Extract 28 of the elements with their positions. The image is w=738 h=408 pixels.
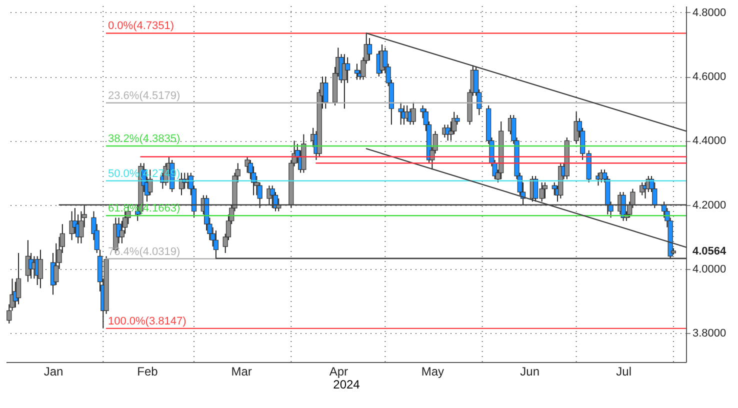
candlestick	[270, 185, 275, 209]
ref-line-label: 38.2%(4.3835)	[108, 132, 180, 145]
candlestick	[410, 102, 416, 126]
x-tick-label: Feb	[137, 364, 158, 378]
ref-line-label: 23.6%(4.5179)	[108, 90, 180, 102]
y-tick-label: 4.6000	[692, 71, 726, 84]
ref-line-label: 76.4%(4.0319)	[108, 246, 180, 258]
candlestick	[366, 38, 372, 62]
candlestick	[345, 56, 350, 84]
y-tick-label: 3.8000	[692, 328, 726, 340]
ref-line-label: 0.0%(4.7351)	[108, 20, 174, 32]
y-tick-label: 4.0000	[692, 263, 726, 276]
x-tick-label: Jun	[520, 364, 540, 378]
candlestick	[542, 182, 548, 199]
y-tick-label: 4.2000	[692, 199, 726, 212]
candlestick	[38, 249, 44, 289]
x-tick-label: Jan	[44, 364, 64, 378]
y-tick-label: 4.0564	[692, 245, 728, 258]
candlestick	[16, 252, 22, 305]
ref-line-label: 100.0%(3.8147)	[108, 315, 186, 328]
candlestick	[213, 230, 219, 259]
x-tick-label: Jul	[616, 364, 632, 378]
y-tick-label: 4.8000	[692, 6, 726, 19]
x-axis-title: 2024	[333, 378, 360, 392]
x-tick-label: Apr	[329, 364, 348, 378]
x-tick-label: May	[421, 364, 444, 378]
y-tick-label: 4.4000	[692, 135, 726, 148]
x-tick-label: Mar	[231, 364, 252, 378]
